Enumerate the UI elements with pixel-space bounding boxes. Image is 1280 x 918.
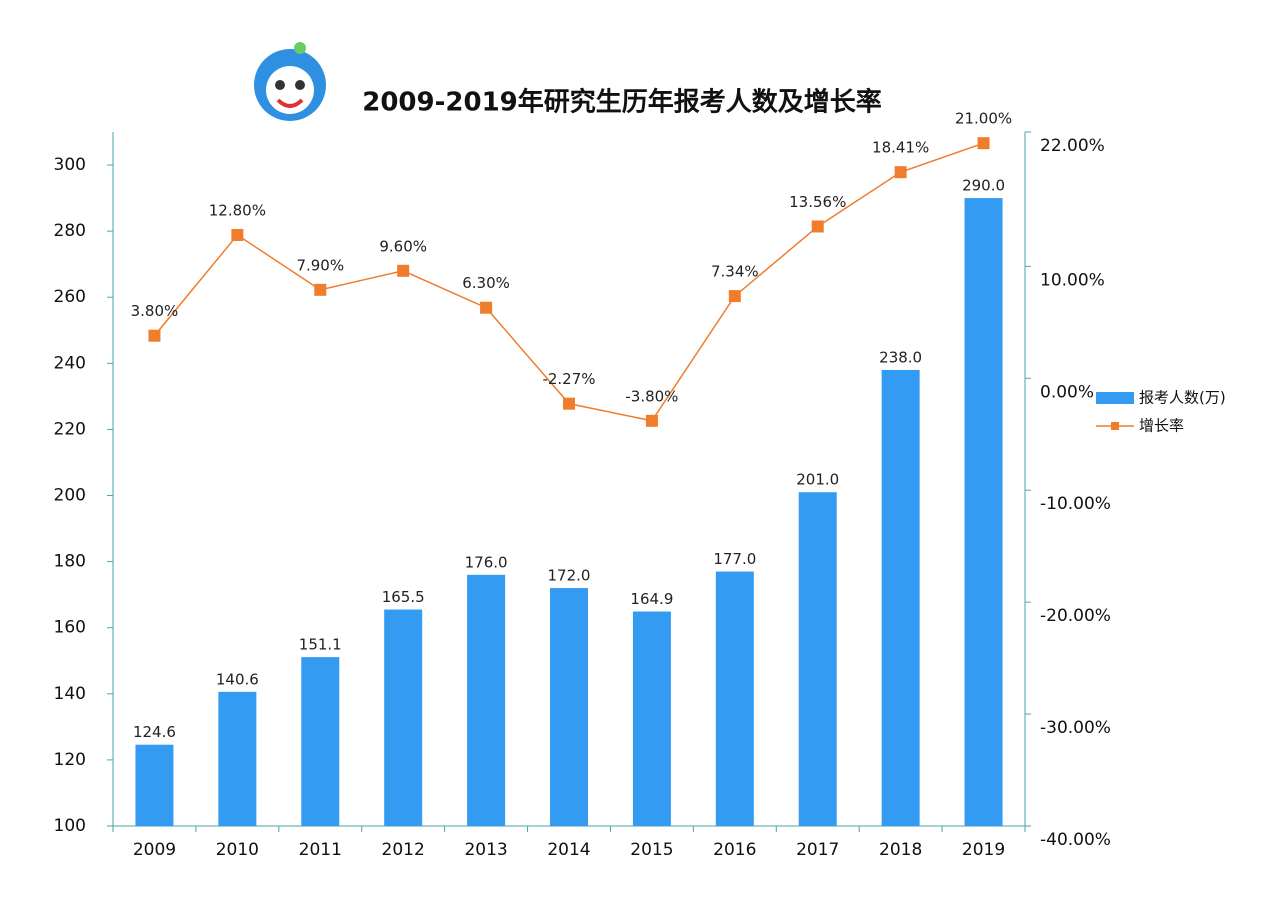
y2-tick-label: 22.00% <box>1040 136 1105 156</box>
line-value-label: 6.30% <box>462 274 510 292</box>
line-marker <box>645 414 658 427</box>
x-tick-label: 2012 <box>382 840 425 860</box>
y-tick-label: 140 <box>54 684 86 704</box>
bar <box>798 492 837 826</box>
y2-tick-label: -10.00% <box>1040 494 1111 514</box>
line-marker <box>148 329 161 342</box>
bar-value-label: 172.0 <box>548 567 591 585</box>
bar-value-label: 151.1 <box>299 636 342 654</box>
y-tick-label: 300 <box>54 155 86 175</box>
y-tick-label: 280 <box>54 221 86 241</box>
bar <box>218 691 257 826</box>
x-tick-label: 2011 <box>299 840 342 860</box>
y-tick-label: 220 <box>54 419 86 439</box>
line-marker <box>811 220 824 233</box>
line-marker <box>480 301 493 314</box>
line-marker <box>314 283 327 296</box>
y2-tick-label: 0.00% <box>1040 382 1094 402</box>
x-tick-label: 2018 <box>879 840 922 860</box>
line-value-label: 21.00% <box>955 110 1012 128</box>
bar-value-label: 177.0 <box>713 550 756 568</box>
bar <box>467 574 506 826</box>
bar-value-label: 140.6 <box>216 670 259 688</box>
logo <box>254 42 326 121</box>
y-tick-label: 100 <box>54 816 86 836</box>
legend-label: 报考人数(万) <box>1139 389 1226 407</box>
bar <box>632 611 671 826</box>
bar <box>384 609 423 826</box>
y-tick-label: 180 <box>54 552 86 572</box>
y2-tick-label: -40.00% <box>1040 830 1111 850</box>
line-marker <box>894 166 907 179</box>
y-tick-label: 240 <box>54 353 86 373</box>
bar-value-label: 164.9 <box>630 590 673 608</box>
line-value-label: 18.41% <box>872 139 929 157</box>
bar-value-label: 290.0 <box>962 177 1005 195</box>
bar-value-label: 124.6 <box>133 723 176 741</box>
bar <box>715 571 754 826</box>
x-tick-label: 2013 <box>464 840 507 860</box>
line-value-label: 7.90% <box>296 256 344 274</box>
x-tick-label: 2014 <box>547 840 590 860</box>
x-tick-label: 2019 <box>962 840 1005 860</box>
y-tick-label: 260 <box>54 287 86 307</box>
y2-tick-label: -30.00% <box>1040 718 1111 738</box>
y-tick-label: 200 <box>54 486 86 506</box>
bar <box>301 657 340 826</box>
line-value-label: -3.80% <box>625 387 678 405</box>
bar <box>881 369 920 826</box>
legend-swatch <box>1096 392 1134 404</box>
legend-label: 增长率 <box>1139 417 1184 435</box>
x-tick-label: 2016 <box>713 840 756 860</box>
bar-value-label: 165.5 <box>382 588 425 606</box>
x-tick-label: 2017 <box>796 840 839 860</box>
y2-tick-label: 10.00% <box>1040 270 1105 290</box>
bar-value-label: 176.0 <box>465 553 508 571</box>
x-tick-label: 2010 <box>216 840 259 860</box>
bar <box>964 198 1003 827</box>
legend-swatch <box>1111 422 1119 430</box>
bar-value-label: 201.0 <box>796 471 839 489</box>
line-value-label: 7.34% <box>711 263 759 281</box>
x-tick-label: 2009 <box>133 840 176 860</box>
y2-tick-label: -20.00% <box>1040 606 1111 626</box>
line-marker <box>563 397 575 410</box>
line-marker <box>728 290 741 303</box>
line-value-label: 9.60% <box>379 237 427 255</box>
bar-value-label: 238.0 <box>879 348 922 366</box>
line-marker <box>977 137 990 150</box>
line-marker <box>397 264 410 277</box>
line-value-label: 12.80% <box>209 201 266 219</box>
chart-title: 2009-2019年研究生历年报考人数及增长率 <box>362 87 882 118</box>
line-marker <box>231 228 244 241</box>
y-tick-label: 120 <box>54 750 86 770</box>
line-value-label: -2.27% <box>542 370 595 388</box>
y-tick-label: 160 <box>54 618 86 638</box>
line-value-label: 3.80% <box>131 302 179 320</box>
x-tick-label: 2015 <box>630 840 673 860</box>
bar <box>550 588 588 826</box>
line-value-label: 13.56% <box>789 193 846 211</box>
bar <box>135 744 174 826</box>
